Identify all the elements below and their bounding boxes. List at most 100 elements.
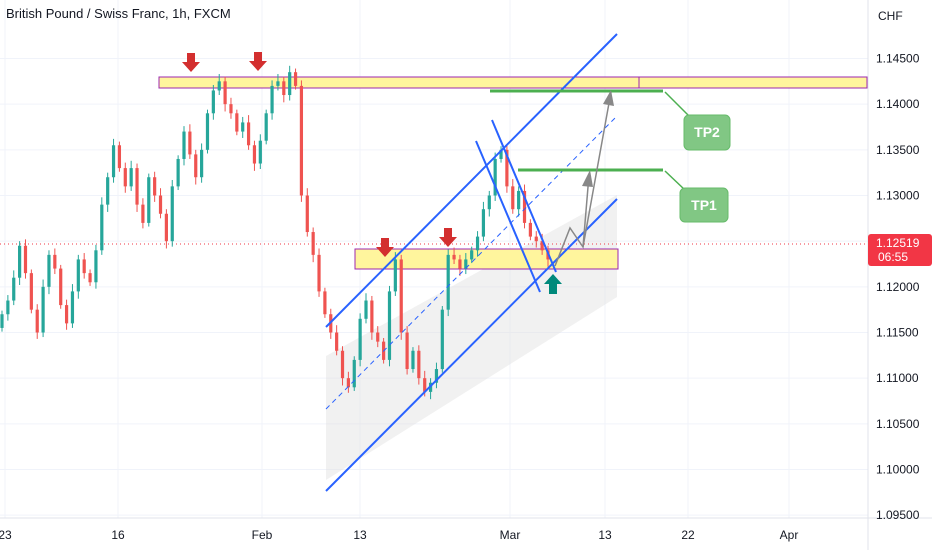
candle-countdown: 06:55: [878, 250, 908, 264]
y-tick-label: 1.12000: [876, 280, 920, 294]
candle-body: [153, 177, 157, 196]
candle-body: [540, 241, 544, 251]
candle-body: [299, 85, 304, 196]
candle-body: [335, 332, 339, 351]
axes-layer: CHF 1.145001.140001.135001.130001.125001…: [0, 9, 920, 542]
candle-body: [393, 259, 397, 292]
wedge-line-right: [491, 119, 557, 273]
y-tick-label: 1.13500: [876, 143, 920, 157]
candle-body: [534, 236, 538, 242]
candle-body: [464, 259, 468, 269]
candle-body: [305, 195, 309, 233]
candle-body: [528, 222, 532, 237]
projected-path: [554, 91, 612, 267]
x-tick-label: Apr: [780, 528, 799, 542]
candle-body: [106, 177, 110, 205]
candle-body: [76, 259, 80, 292]
candle-body: [23, 245, 28, 274]
channel-lower-line: [325, 198, 618, 492]
candle-body: [481, 209, 486, 237]
x-tick-label: 22: [681, 528, 695, 542]
candle-body: [417, 350, 421, 379]
candle-body: [376, 332, 380, 342]
candle-body: [246, 122, 251, 146]
candle-body: [70, 291, 75, 324]
candle-body: [358, 318, 362, 360]
y-tick-label: 1.11000: [876, 371, 919, 385]
currency-label: CHF: [878, 9, 903, 23]
candle-body: [499, 149, 503, 159]
channel-mid-line: [325, 115, 618, 410]
candle-body: [293, 72, 298, 86]
candle-body: [399, 259, 403, 333]
candle-body: [340, 350, 345, 379]
tp2-connector: [664, 91, 691, 118]
sell-arrow-icon: [182, 53, 200, 72]
candle-body: [370, 300, 374, 333]
sell-arrow-icon: [439, 228, 457, 247]
buy-arrow-icon: [544, 274, 562, 294]
candle-body: [205, 113, 210, 150]
candle-body: [276, 81, 280, 86]
candle-body: [487, 195, 491, 210]
candle-body: [505, 149, 509, 187]
candle-body: [352, 359, 356, 388]
candle-body: [223, 81, 227, 105]
candle-body: [117, 145, 122, 169]
candle-body: [164, 213, 168, 242]
current-price-tag: 1.12519 06:55: [868, 234, 932, 266]
x-tick-label: 16: [111, 528, 125, 542]
candle-body: [211, 90, 215, 114]
candle-body: [452, 254, 456, 260]
candle-body: [446, 254, 450, 310]
sell-arrow-icon: [249, 52, 267, 71]
candle-body: [53, 254, 57, 269]
sell-arrow-icon: [376, 238, 394, 257]
channel-fill: [326, 195, 617, 480]
chart-title: British Pound / Swiss Franc, 1h, FXCM: [6, 6, 231, 21]
tp1-connector: [664, 170, 686, 191]
candle-body: [64, 305, 69, 324]
projected-path-arrowhead-top: [603, 90, 614, 106]
candle-body: [100, 204, 104, 251]
y-tick-label: 1.14000: [876, 97, 920, 111]
candle-body: [182, 131, 186, 159]
x-tick-label: 23: [0, 528, 12, 542]
tp2-label: TP2: [694, 124, 720, 140]
candle-body: [135, 168, 139, 205]
candle-body: [111, 145, 116, 178]
candle-body: [364, 300, 368, 319]
candle-body: [405, 332, 409, 370]
annotation-labels-layer: TP2 TP1: [691, 124, 720, 213]
candle-body: [35, 309, 39, 333]
candle-body: [458, 259, 462, 269]
candle-body: [511, 186, 515, 210]
candle-body: [217, 81, 221, 91]
candle-body: [270, 85, 274, 114]
x-tick-label: 13: [598, 528, 612, 542]
y-tick-label: 1.14500: [876, 51, 920, 65]
current-price: 1.12519: [876, 236, 920, 250]
candle-body: [82, 259, 86, 274]
candle-body: [252, 145, 257, 164]
candle-body: [311, 232, 315, 255]
candle-body: [94, 250, 98, 283]
candle-body: [258, 140, 262, 164]
candle-body: [29, 273, 33, 310]
projected-path-arrowhead-mid: [582, 170, 593, 187]
candle-body: [493, 158, 497, 196]
candle-body: [141, 204, 145, 223]
candle-body: [440, 309, 444, 370]
y-tick-label: 1.09500: [876, 508, 920, 522]
candle-body: [264, 113, 268, 141]
resistance-zone: [158, 76, 640, 89]
projected-path-branch: [582, 174, 590, 248]
x-tick-label: Mar: [500, 528, 521, 542]
candle-body: [288, 72, 292, 96]
candle-body: [470, 250, 474, 260]
candle-body: [241, 122, 245, 132]
candle-body: [129, 168, 133, 187]
channel-upper-line: [325, 33, 618, 328]
